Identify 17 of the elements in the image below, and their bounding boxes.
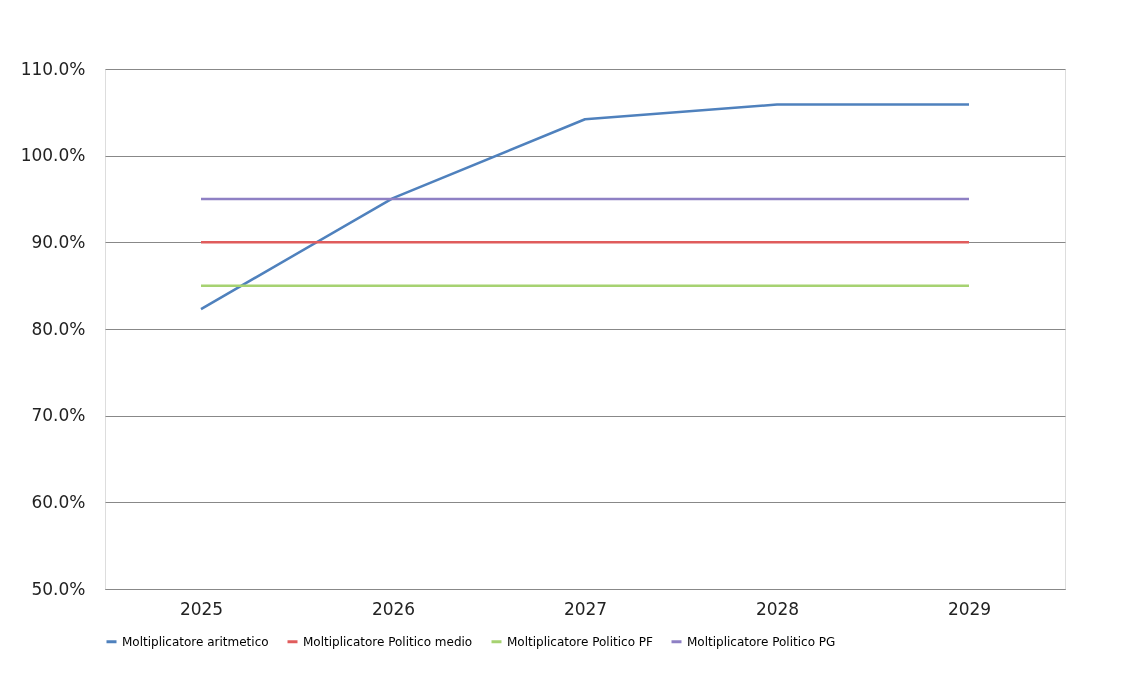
y-tick-label: 60.0% [31, 491, 86, 512]
y-tick-label: 90.0% [31, 231, 86, 252]
x-tick-label: 2026 [371, 598, 416, 619]
y-tick-label: 110.0% [20, 58, 86, 79]
x-tick-label: 2028 [755, 598, 800, 619]
y-tick-label: 100.0% [20, 145, 86, 166]
x-tick-label: 2029 [947, 598, 992, 619]
x-tick-label: 2027 [563, 598, 608, 619]
legend-label: Moltiplicatore Politico PF [507, 634, 654, 649]
line-series [199, 103, 971, 311]
y-tick-label: 50.0% [31, 578, 86, 599]
legend-label: Moltiplicatore aritmetico [122, 634, 269, 649]
legend-label: Moltiplicatore Politico PG [687, 634, 836, 649]
x-tick-label: 2025 [179, 598, 224, 619]
y-tick-label: 70.0% [31, 405, 86, 426]
y-tick-label: 80.0% [31, 318, 86, 339]
legend-label: Moltiplicatore Politico medio [303, 634, 473, 649]
